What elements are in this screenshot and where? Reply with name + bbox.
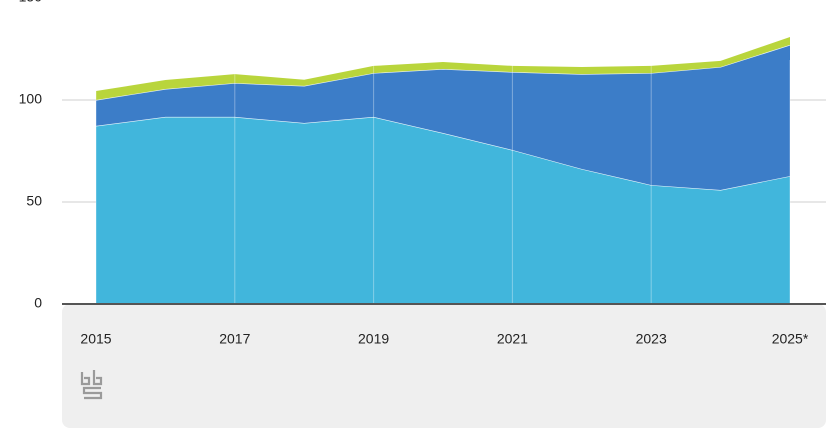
x-tick-label: 2015 bbox=[80, 331, 111, 347]
x-tick-label: 2017 bbox=[219, 331, 250, 347]
y-tick-label: 150 bbox=[19, 0, 43, 5]
y-tick-label: 0 bbox=[34, 295, 42, 311]
x-tick-label: 2025* bbox=[772, 331, 809, 347]
y-tick-label: 100 bbox=[19, 91, 43, 107]
logo bbox=[80, 370, 103, 400]
x-tick-label: 2021 bbox=[497, 331, 528, 347]
x-tick-label: 2023 bbox=[636, 331, 667, 347]
area bbox=[96, 116, 790, 304]
area bbox=[96, 44, 790, 190]
area bbox=[96, 36, 790, 100]
axis-panel bbox=[62, 304, 826, 428]
x-tick-label: 2019 bbox=[358, 331, 389, 347]
y-tick-label: 50 bbox=[26, 193, 42, 209]
